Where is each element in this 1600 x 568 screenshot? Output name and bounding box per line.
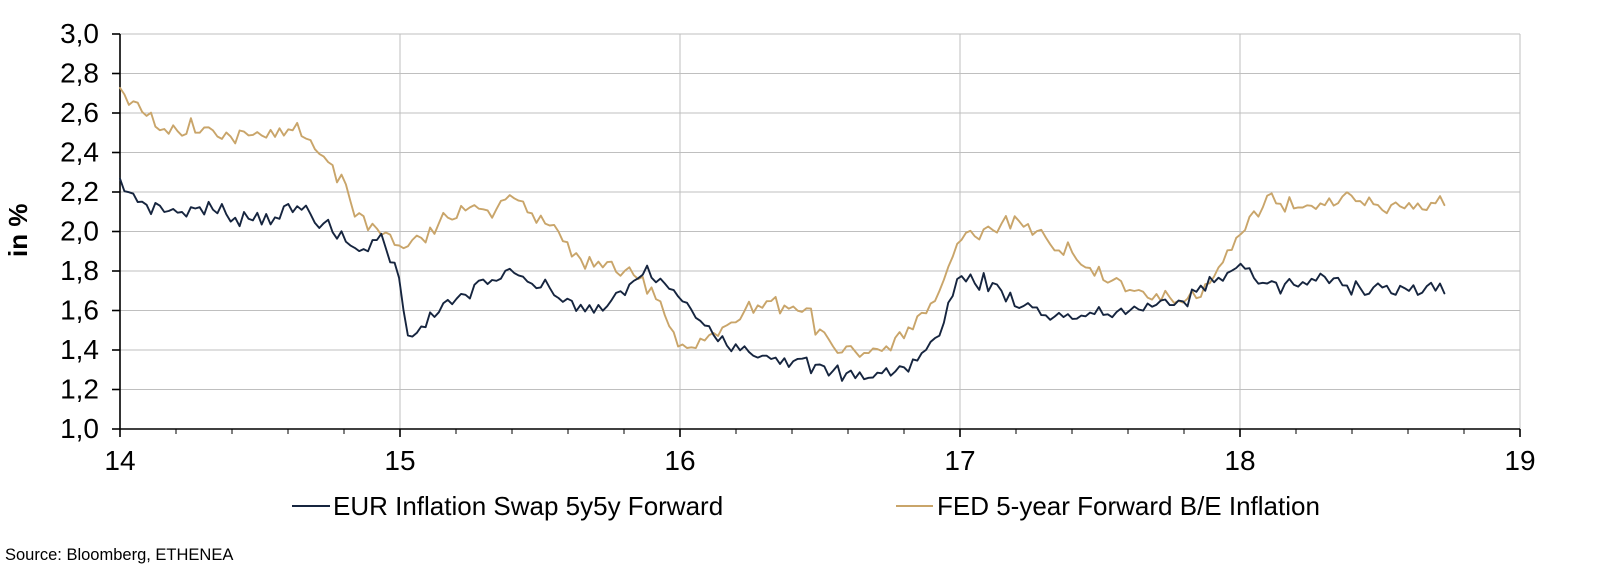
svg-text:2,8: 2,8 xyxy=(60,58,99,89)
svg-text:15: 15 xyxy=(384,445,415,476)
svg-text:2,4: 2,4 xyxy=(60,137,99,168)
svg-text:1,6: 1,6 xyxy=(60,295,99,326)
svg-text:1,8: 1,8 xyxy=(60,255,99,286)
svg-text:18: 18 xyxy=(1224,445,1255,476)
svg-text:3,0: 3,0 xyxy=(60,18,99,49)
svg-text:1,2: 1,2 xyxy=(60,374,99,405)
svg-text:2,2: 2,2 xyxy=(60,176,99,207)
svg-text:2,6: 2,6 xyxy=(60,97,99,128)
svg-text:17: 17 xyxy=(944,445,975,476)
svg-text:2,0: 2,0 xyxy=(60,216,99,247)
svg-text:19: 19 xyxy=(1504,445,1535,476)
svg-text:16: 16 xyxy=(664,445,695,476)
svg-text:1,0: 1,0 xyxy=(60,413,99,444)
svg-text:14: 14 xyxy=(104,445,135,476)
svg-text:1,4: 1,4 xyxy=(60,334,99,365)
